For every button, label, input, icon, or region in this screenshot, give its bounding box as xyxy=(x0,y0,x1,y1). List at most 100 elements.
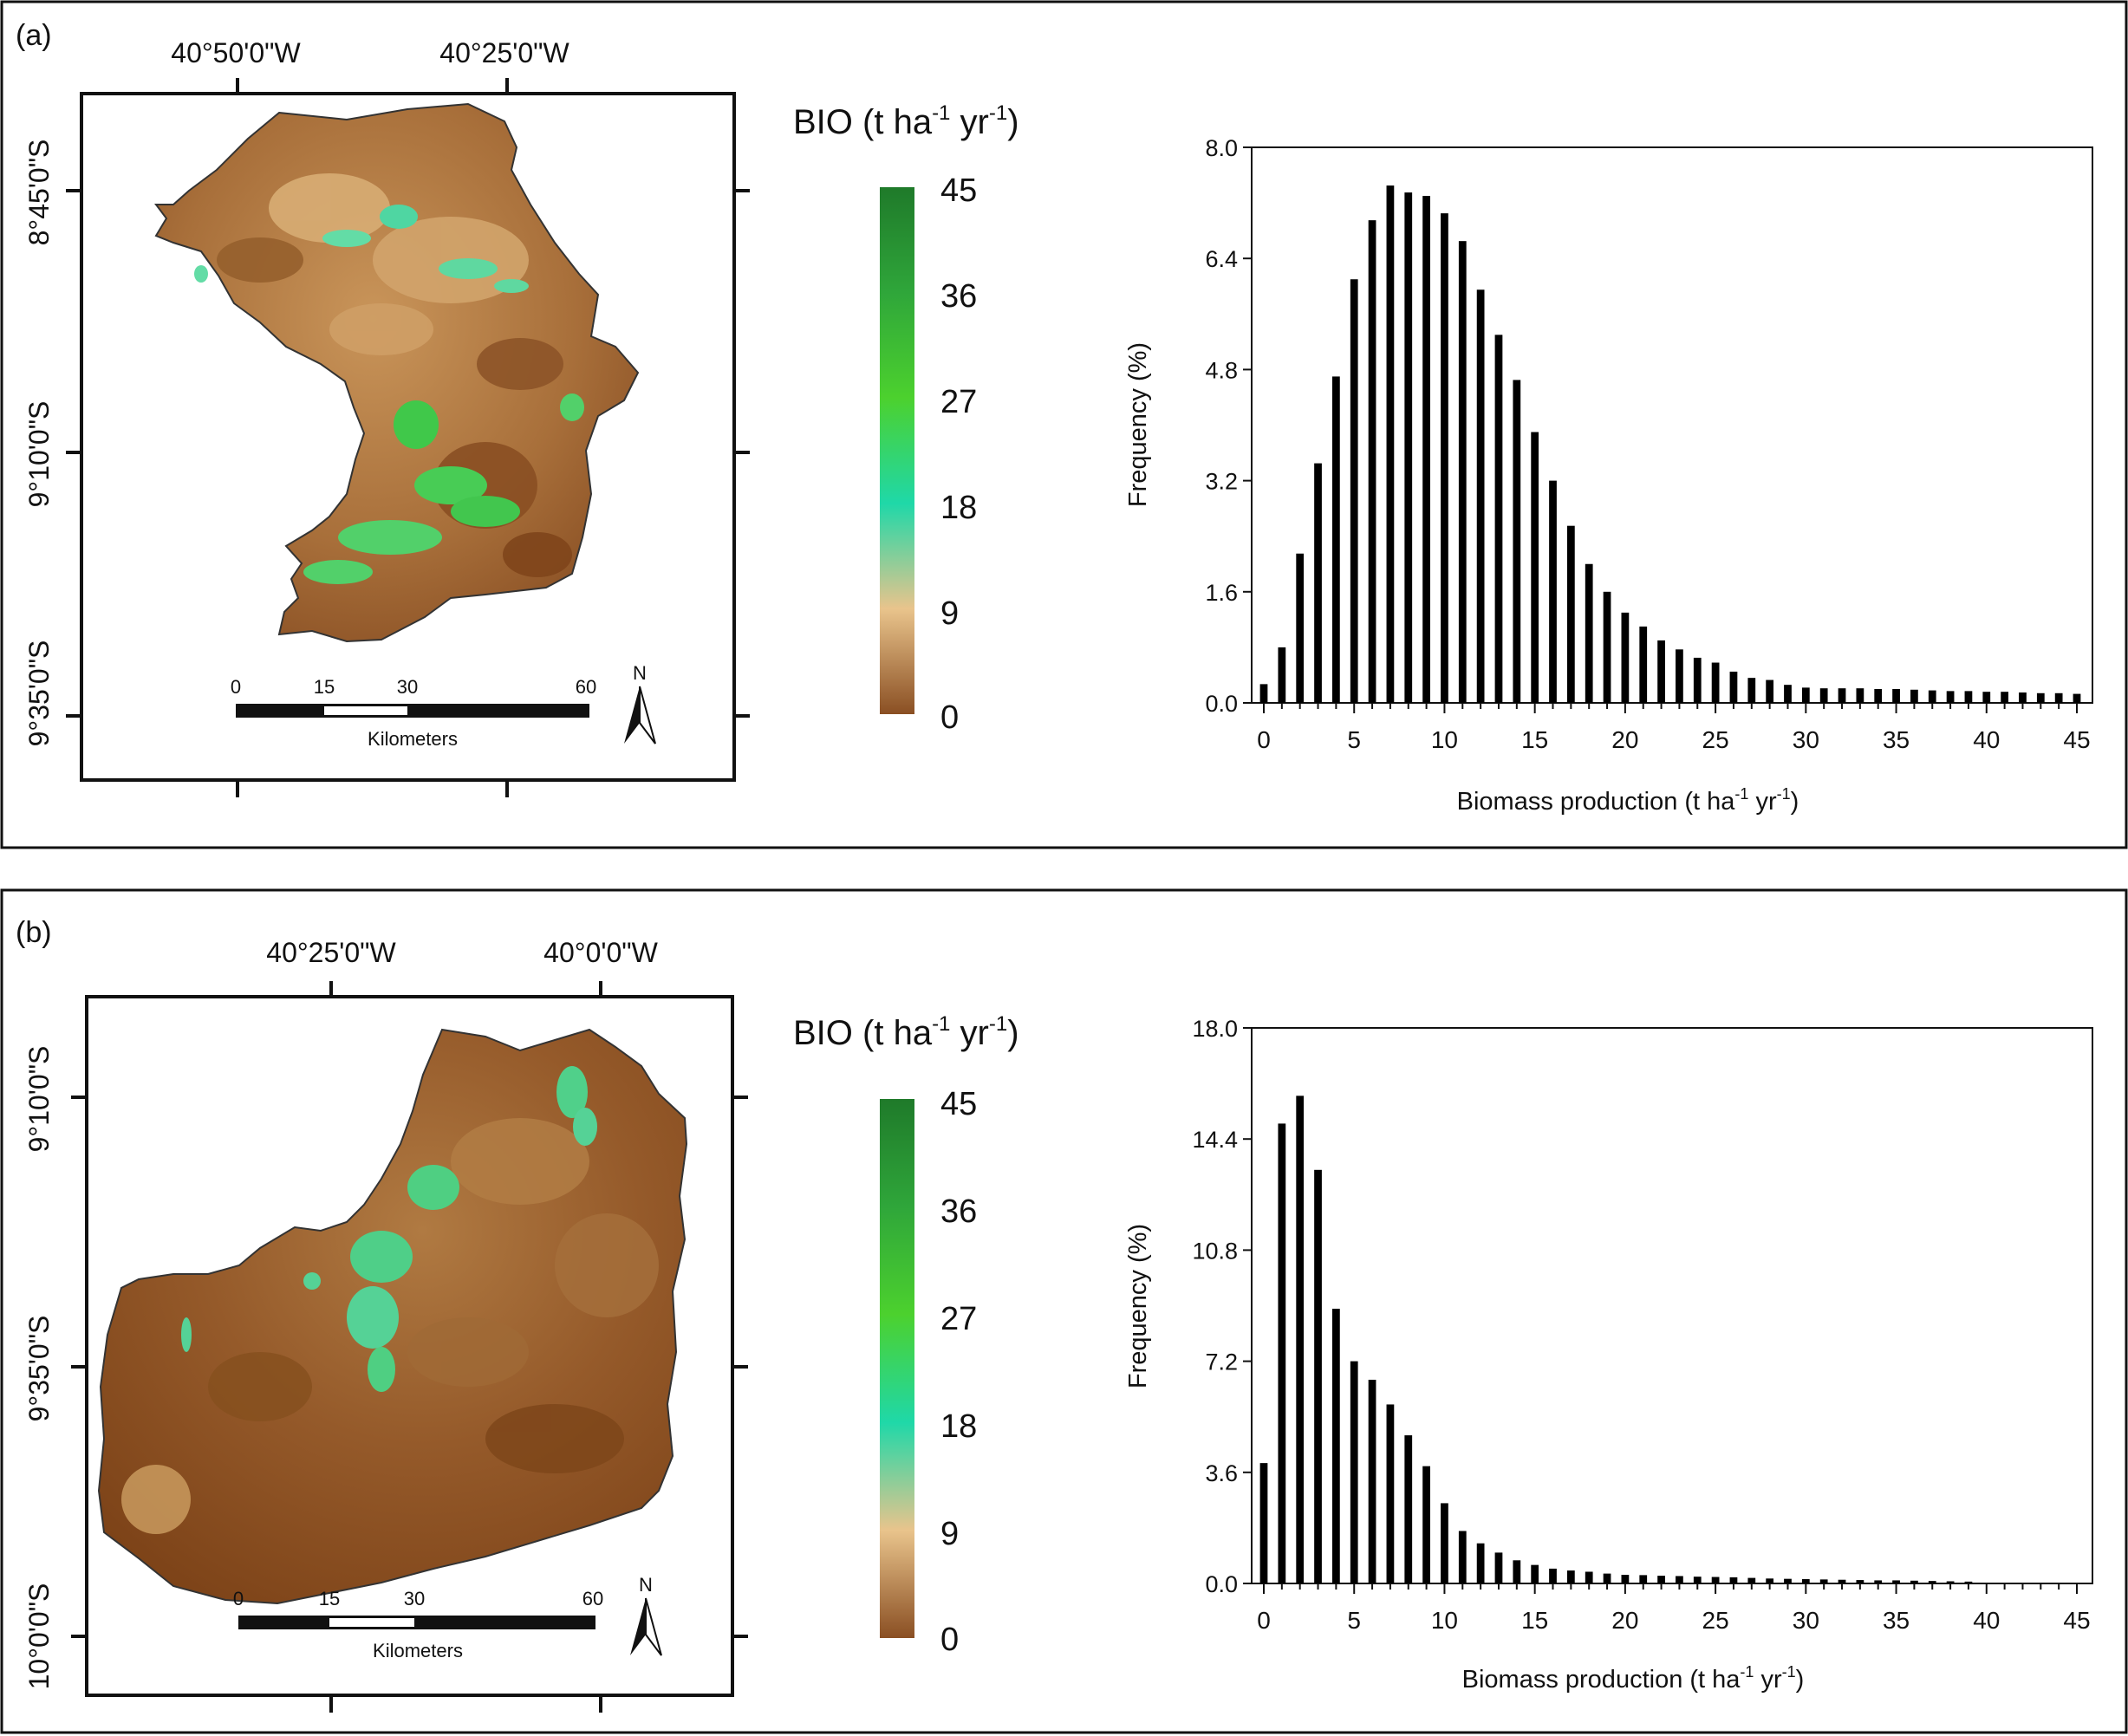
panel-b-histogram: 0.0 3.6 7.2 10.8 14.4 18.0 0 5 10 15 20 25 30 35 40 45… xyxy=(1124,1016,2093,1694)
xtick-label: 0 xyxy=(1257,1607,1271,1634)
bar-b-1 xyxy=(1278,1123,1286,1583)
scalebar-a-unit: Kilometers xyxy=(368,728,458,750)
bar-b-6 xyxy=(1368,1379,1376,1583)
scalebar-a-tick-60: 60 xyxy=(576,676,596,698)
bar-a-45 xyxy=(2073,693,2081,703)
bar-b-35 xyxy=(1892,1580,1900,1583)
bar-b-34 xyxy=(1874,1580,1883,1583)
bar-a-31 xyxy=(1819,688,1828,703)
bar-b-18 xyxy=(1585,1571,1593,1583)
scalebar-b-tick-30: 30 xyxy=(404,1588,425,1609)
panel-a-legend: BIO (t ha-1 yr-1) 45 36 27 18 9 0 xyxy=(793,101,1019,736)
panel-b-label: (b) xyxy=(16,916,52,949)
map-a-lon-label-2: 40°25'0"W xyxy=(439,37,569,68)
bar-a-39 xyxy=(1964,691,1973,703)
hist-a-ylabel: Frequency (%) xyxy=(1124,342,1152,507)
bar-b-12 xyxy=(1476,1543,1485,1583)
map-b-lon-label-1: 40°25'0"W xyxy=(266,937,396,968)
legend-a-tick-18: 18 xyxy=(940,490,977,526)
bar-b-20 xyxy=(1621,1575,1630,1583)
ytick-label: 1.6 xyxy=(1205,580,1238,606)
bar-a-10 xyxy=(1441,213,1448,703)
ytick-label: 0.0 xyxy=(1205,1571,1238,1597)
legend-b-tick-36: 36 xyxy=(940,1193,977,1230)
bar-a-18 xyxy=(1585,563,1593,703)
legend-a-tick-0: 0 xyxy=(940,699,959,736)
map-b-lat-label-1: 9°10'0"S xyxy=(23,1046,55,1153)
bar-a-41 xyxy=(2001,692,2008,703)
bar-a-38 xyxy=(1946,691,1955,703)
hist-b-x-ticks: 0 5 10 15 20 25 30 35 40 45 xyxy=(1257,1583,2091,1634)
ytick-label: 14.4 xyxy=(1192,1127,1238,1153)
legend-b-tick-18: 18 xyxy=(940,1408,977,1445)
map-b-lon-label-2: 40°0'0"W xyxy=(543,937,658,968)
xtick-label: 20 xyxy=(1611,1607,1638,1634)
bar-a-43 xyxy=(2036,692,2045,703)
bar-a-21 xyxy=(1639,626,1648,703)
bar-b-21 xyxy=(1639,1575,1648,1583)
panel-b-frame xyxy=(0,888,2128,1734)
ytick-label: 0.0 xyxy=(1205,691,1238,717)
bar-b-29 xyxy=(1784,1578,1792,1583)
bar-a-20 xyxy=(1621,612,1630,703)
bar-a-7 xyxy=(1386,185,1395,704)
panel-a-label: (a) xyxy=(16,19,52,52)
bar-a-23 xyxy=(1676,649,1683,703)
bar-b-11 xyxy=(1458,1531,1467,1583)
hist-a-bars xyxy=(1259,185,2081,704)
legend-a-tick-27: 27 xyxy=(940,384,977,420)
scalebar-a-tick-0: 0 xyxy=(231,676,241,698)
hist-a-plot-area xyxy=(1251,146,2093,704)
bar-a-35 xyxy=(1892,688,1900,703)
bar-b-37 xyxy=(1928,1581,1936,1583)
ytick-label: 8.0 xyxy=(1205,135,1238,161)
map-b-lat-label-3: 10°0'0"S xyxy=(23,1583,55,1690)
xtick-label: 35 xyxy=(1883,726,1910,753)
bar-a-24 xyxy=(1693,657,1702,703)
xtick-label: 10 xyxy=(1431,726,1458,753)
map-b-scalebar: 0 15 30 60 Kilometers xyxy=(233,1588,603,1661)
bar-b-23 xyxy=(1676,1576,1683,1583)
bar-a-25 xyxy=(1711,662,1720,703)
hist-a-y-ticks: 0.0 1.6 3.2 4.8 6.4 8.0 xyxy=(1205,135,1252,717)
xtick-label: 15 xyxy=(1521,726,1548,753)
north-arrow-b-icon: N xyxy=(630,1574,662,1656)
map-b-patches xyxy=(121,1118,659,1534)
legend-a-colorbar xyxy=(880,187,914,714)
panel-a-histogram: 0.0 1.6 3.2 4.8 6.4 8.0 0 5 10 15 20 25 30 35 40 45 Fr… xyxy=(1124,135,2093,816)
bar-a-13 xyxy=(1494,335,1503,703)
ytick-label: 18.0 xyxy=(1192,1016,1238,1042)
bar-b-33 xyxy=(1856,1580,1864,1583)
scalebar-b-tick-0: 0 xyxy=(233,1588,244,1609)
north-a-label: N xyxy=(633,662,647,684)
legend-a-tick-9: 9 xyxy=(940,595,959,632)
bar-b-36 xyxy=(1910,1580,1918,1583)
bar-b-31 xyxy=(1819,1579,1828,1583)
bar-b-9 xyxy=(1422,1466,1430,1583)
bar-a-34 xyxy=(1874,688,1883,703)
bar-b-10 xyxy=(1441,1503,1448,1583)
bar-b-13 xyxy=(1494,1552,1503,1583)
bar-a-14 xyxy=(1513,380,1521,703)
bar-b-7 xyxy=(1386,1404,1395,1583)
ytick-label: 3.6 xyxy=(1205,1460,1238,1486)
hist-b-plot-area xyxy=(1251,1027,2093,1584)
hist-b-y-ticks: 0.0 3.6 7.2 10.8 14.4 18.0 xyxy=(1192,1016,1252,1597)
bar-b-4 xyxy=(1332,1309,1340,1583)
legend-a-tick-36: 36 xyxy=(940,278,977,315)
legend-b-title: BIO (t ha-1 yr-1) xyxy=(793,1012,1019,1052)
xtick-label: 45 xyxy=(2063,1607,2090,1634)
xtick-label: 40 xyxy=(1973,726,2000,753)
xtick-label: 30 xyxy=(1793,1607,1819,1634)
panel-a: (a) 40°50'0"W 40°25'0"W 8°45'0"S 9°10'0"… xyxy=(0,0,2128,849)
xtick-label: 40 xyxy=(1973,1607,2000,1634)
bar-a-28 xyxy=(1766,679,1774,703)
bar-b-30 xyxy=(1801,1579,1810,1583)
bar-b-38 xyxy=(1946,1581,1955,1583)
bar-b-3 xyxy=(1314,1169,1322,1583)
panel-b: (b) 40°25'0"W 40°0'0"W 9°10'0"S 9°35'0"S… xyxy=(0,888,2128,1734)
bar-a-1 xyxy=(1278,647,1286,703)
xtick-label: 0 xyxy=(1257,726,1271,753)
bar-a-44 xyxy=(2054,692,2063,703)
